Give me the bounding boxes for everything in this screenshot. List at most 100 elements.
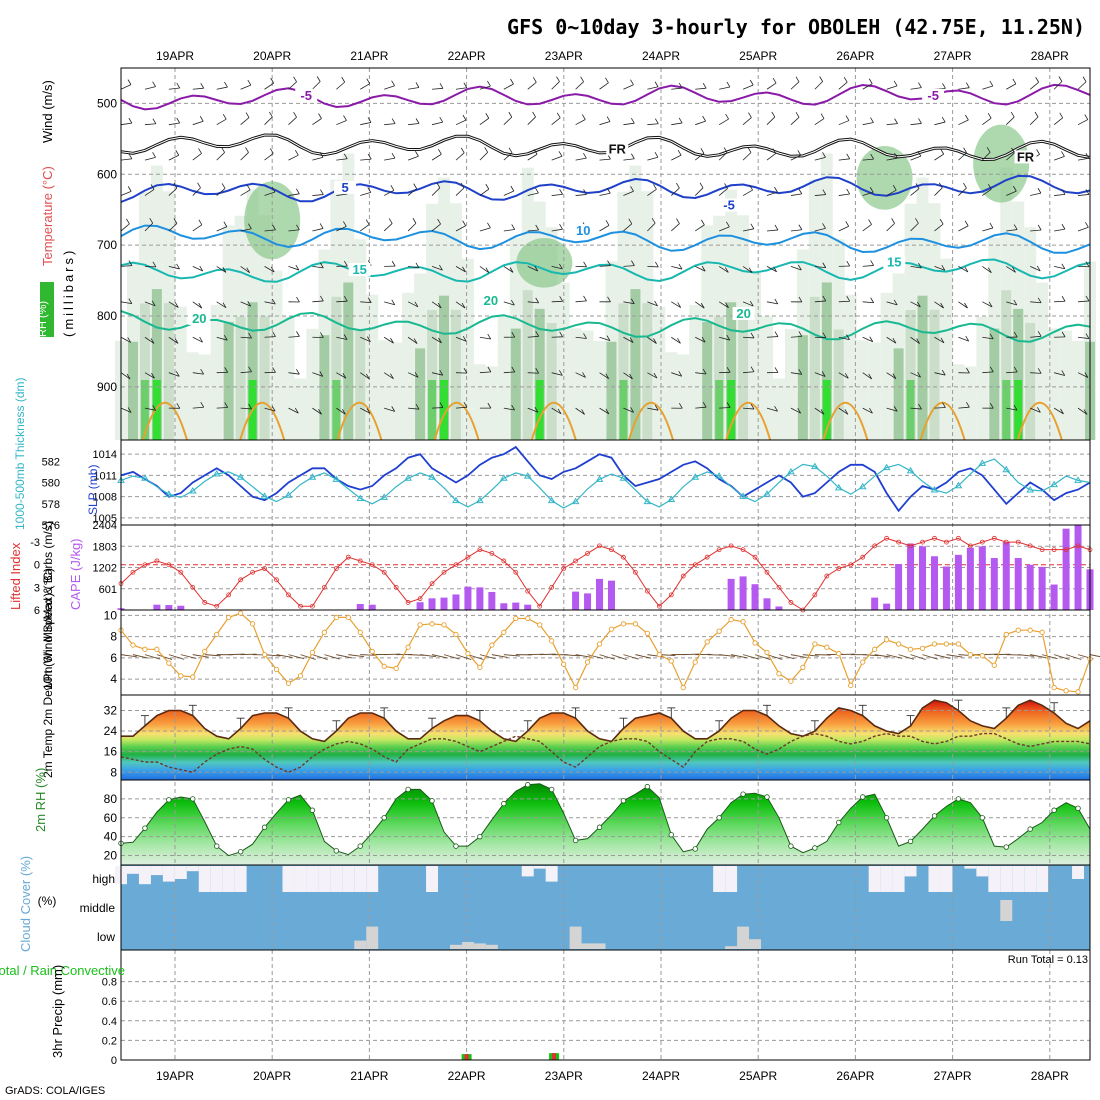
rh-marker [405,786,411,793]
thickness-tick-label: 582 [42,456,60,468]
wind-barb-feather [343,260,348,267]
thickness-marker [643,497,652,505]
wind-barb [934,121,946,126]
wind-barb [432,407,444,409]
x-tick-label-top: 23APR [545,49,583,63]
wind-barb [623,301,635,305]
wind-barb [934,223,944,232]
wind-barb-feather [558,370,563,376]
wind-barb-feather [296,296,300,303]
cloud-low-bar [473,943,486,949]
wind-barb-feather [846,296,851,302]
wind-barb [527,82,537,90]
rh-shade-light [749,270,762,440]
wind-barb [407,188,417,196]
wind-barb-feather [582,372,586,378]
wind-speed-marker [130,642,136,648]
wind-barb [958,119,969,126]
cape-bar [763,598,771,610]
rh-marker [596,824,603,830]
contour-label-bg [606,142,629,156]
wind-barb [623,265,635,267]
wind-speed-marker [441,622,447,628]
wind-barb [742,301,754,307]
wind-barb [695,372,707,375]
wind-barb-feather [725,113,729,120]
wind-barb [264,266,275,273]
wind-barb-feather [747,147,752,153]
wind-barb [479,227,491,232]
li-marker [692,562,698,568]
wind-barb [599,407,610,415]
x-tick-label-top: 25APR [739,49,777,63]
wind-barb-feather [484,147,489,153]
wind-barb [814,227,826,232]
rh-shade-mid [618,303,629,440]
li-marker [597,543,602,549]
surface-wind-barb [754,654,771,660]
wind-barb-feather [938,182,943,189]
wind-barb-feather [654,152,659,158]
cape-bar [907,543,915,610]
rh-shade-strong [152,380,161,440]
wind-barb [431,336,442,344]
wind-barb-feather [294,149,299,156]
precip-tick-label: 0.6 [102,996,117,1008]
wind-speed-marker [393,665,399,672]
temperature-line [121,699,1091,743]
wind-barb-feather [965,335,970,342]
wind-speed-marker [560,661,567,667]
wind-barb [599,82,609,90]
li-marker [908,543,913,549]
wind-barb [814,194,826,196]
wind-barb [814,407,825,415]
boundary-layer-arc [336,402,383,441]
wind-barb-feather [583,261,587,268]
thickness-marker [691,473,700,480]
wind-barb [120,84,132,90]
wind-barb [623,84,634,90]
wind-barb-feather [127,337,132,343]
wind-barb-feather [630,298,635,304]
wind-speed-marker [226,614,232,621]
wind-speed-marker [632,621,639,627]
wind-barb [455,187,465,196]
cloud-high-bar [940,866,953,892]
cloud-high-bar [1000,866,1013,892]
wind-barb-feather [987,112,992,119]
cape-bar [990,558,998,610]
wind-barb-feather [559,224,563,230]
li-tick-label: 3 [34,582,40,594]
wind-barb-feather [772,148,777,154]
wind-barb-feather [462,220,466,226]
wind-barb-feather [891,218,895,224]
wind-barb [838,158,850,161]
wind-barb [551,155,563,161]
temperature-label: Temperature (°C) [40,166,55,266]
wind-barb-feather [367,260,372,266]
wind-barb-feather [1037,331,1042,337]
wind-barb-feather [415,118,420,124]
wind-barb [408,266,420,269]
rh-label: RH (%) [37,301,49,337]
wind-barb-feather [605,408,610,415]
rh-shade-mid [630,289,641,440]
wind-barb-feather [437,302,442,309]
thickness-marker [260,492,269,499]
li-marker [896,539,901,545]
thickness-line [120,458,1091,509]
li-marker [1063,547,1069,553]
wind-barb [288,116,297,125]
wind-barb-feather [918,403,922,410]
wind-barb [336,407,346,415]
li-marker [1051,547,1057,553]
wind-barb-feather [631,260,635,266]
rh-shade-light [677,354,690,440]
wind-barb [527,335,539,338]
wind-barb-feather [653,184,657,190]
wind-barb [838,372,849,379]
thickness-marker [834,483,843,491]
slp-label: SLP (mb) [86,465,100,515]
thickness-marker [715,472,724,479]
wind-barb [431,223,441,232]
